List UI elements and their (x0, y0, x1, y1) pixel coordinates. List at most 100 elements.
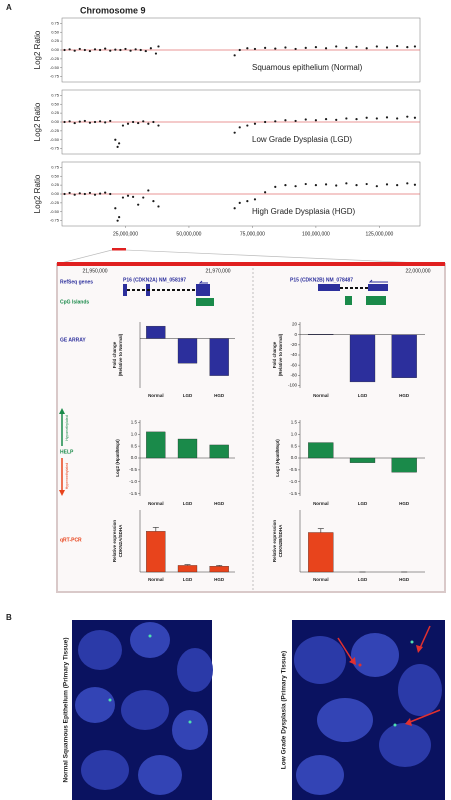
micrograph (292, 620, 445, 800)
y-tick-label: 0.75 (51, 164, 60, 169)
gene-name: P16 (CDKN2A) NM_058197 (123, 277, 186, 283)
x-tick-label: Normal (148, 393, 164, 398)
bar (177, 338, 198, 364)
y-tick-label: -0.50 (50, 137, 60, 142)
y-axis-label: Log2 Ratio (33, 174, 42, 213)
point (233, 54, 236, 57)
micrograph (72, 620, 213, 800)
point (78, 192, 81, 195)
bar (209, 444, 229, 459)
point (284, 184, 287, 187)
panel-label: A (6, 3, 12, 12)
point (83, 192, 86, 196)
y-tick-label: 1.0 (291, 431, 298, 436)
point (152, 120, 155, 124)
point (114, 138, 117, 141)
point (253, 122, 257, 125)
point (274, 47, 277, 50)
point (355, 45, 358, 48)
point (413, 45, 417, 48)
point (154, 52, 158, 55)
point (152, 200, 155, 203)
y-axis-label: CDKN2A/SDHA (118, 524, 123, 558)
point (157, 45, 160, 48)
point (114, 48, 117, 51)
y-tick-label: -1.5 (289, 491, 297, 496)
y-axis-label: Relative expression (112, 520, 117, 563)
point (78, 120, 81, 123)
point (345, 182, 348, 185)
x-tick-label: 75,000,000 (240, 231, 265, 237)
y-axis-label: Log2 Ratio (33, 30, 42, 69)
point (98, 48, 102, 52)
point (93, 48, 97, 51)
point (104, 121, 107, 124)
bar (177, 565, 198, 573)
point (118, 142, 121, 145)
point (284, 46, 287, 49)
point (93, 120, 97, 124)
point (68, 48, 71, 51)
point (109, 119, 112, 123)
point (157, 205, 160, 208)
point (304, 118, 307, 121)
point (121, 196, 125, 199)
point (142, 120, 145, 123)
bar (146, 531, 166, 573)
x-tick-label: Normal (313, 577, 329, 582)
row-label: CpG Islands (60, 299, 89, 305)
point (116, 219, 119, 222)
point (118, 216, 121, 219)
gene-model (123, 279, 388, 306)
point (253, 198, 257, 201)
point (246, 200, 249, 203)
x-tick-label: 125,000,000 (365, 231, 393, 237)
arrow-label: Hypomethylated (65, 415, 69, 440)
point (73, 49, 76, 52)
y-axis-label: Log2 (HpaII/MspI) (275, 439, 280, 477)
y-tick-label: 1.0 (131, 431, 138, 436)
bar (209, 338, 229, 376)
y-axis-label: Relative expression (272, 520, 277, 563)
x-tick-label: 100,000,000 (302, 231, 330, 237)
point (396, 184, 399, 187)
point (126, 194, 130, 197)
point (406, 115, 409, 118)
y-tick-label: -0.5 (129, 467, 137, 472)
annotation: High Grade Dysplasia (HGD) (252, 207, 355, 216)
y-tick-label: 0.25 (51, 110, 60, 115)
point (147, 189, 150, 192)
point (139, 48, 142, 52)
y-tick-label: 1.5 (291, 420, 298, 425)
point (304, 46, 307, 49)
point (88, 191, 92, 195)
point (238, 126, 241, 129)
point (109, 192, 112, 196)
point (314, 184, 318, 187)
y-tick-label: 0.50 (51, 29, 60, 34)
point (233, 131, 236, 134)
x-tick-label: Normal (148, 501, 164, 506)
x-tick-label: HGD (399, 393, 410, 398)
y-tick-label: 0.25 (51, 38, 60, 43)
bar (209, 566, 229, 573)
point (413, 183, 417, 186)
y-tick-label: 1.5 (131, 420, 138, 425)
point (304, 182, 307, 186)
chart-title: Chromosome 9 (80, 5, 146, 15)
arrow-head (59, 490, 65, 496)
y-tick-label: -0.25 (50, 56, 60, 61)
point (63, 48, 66, 52)
zoom-region (112, 248, 126, 251)
y-tick-label: -80 (290, 372, 297, 377)
x-tick-label: LGD (358, 393, 368, 398)
coordinate: 21,970,000 (205, 268, 230, 274)
point (396, 117, 399, 120)
x-tick-label: HGD (214, 577, 225, 582)
y-tick-label: -0.25 (50, 200, 60, 205)
point (78, 47, 81, 51)
y-tick-label: -0.50 (50, 209, 60, 214)
point (149, 47, 152, 50)
point (375, 45, 378, 48)
